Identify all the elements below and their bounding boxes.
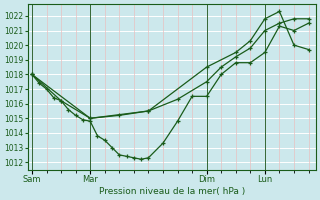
X-axis label: Pression niveau de la mer( hPa ): Pression niveau de la mer( hPa ) xyxy=(99,187,245,196)
